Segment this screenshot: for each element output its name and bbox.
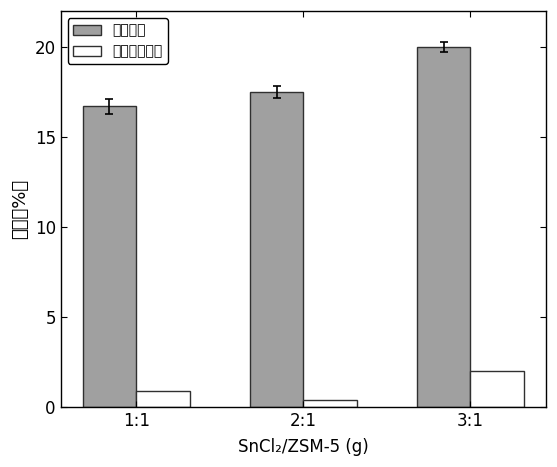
Legend: 乳酸乙酩, 乙酰丙酸乙酩: 乳酸乙酩, 乙酰丙酸乙酩: [67, 18, 168, 64]
Bar: [303, 399, 356, 407]
Bar: [136, 390, 189, 407]
Y-axis label: 产率（%）: 产率（%）: [11, 179, 29, 239]
Bar: [250, 92, 303, 407]
X-axis label: SnCl₂/ZSM-5 (g): SnCl₂/ZSM-5 (g): [238, 438, 369, 456]
Bar: [470, 371, 524, 407]
Bar: [417, 47, 470, 407]
Bar: [82, 106, 136, 407]
